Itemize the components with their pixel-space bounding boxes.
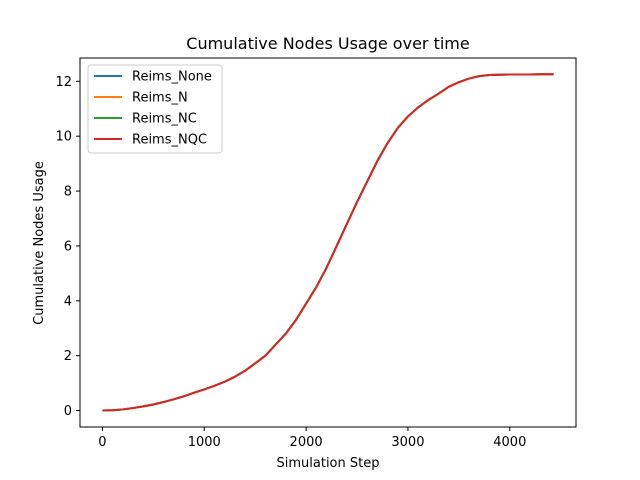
series-line-reims-nqc (102, 73, 554, 412)
x-tick-label: 4000 (493, 435, 526, 450)
series-lines (102, 73, 554, 412)
y-tick-label: 4 (64, 294, 72, 309)
x-tick-label: 1000 (188, 435, 221, 450)
y-tick-label: 0 (64, 404, 72, 419)
legend-label: Reims_NC (132, 112, 197, 127)
x-tick-label: 2000 (290, 435, 323, 450)
x-tick-label: 3000 (391, 435, 424, 450)
chart-title: Cumulative Nodes Usage over time (186, 34, 469, 53)
y-tick-label: 2 (64, 349, 72, 364)
y-axis-label: Cumulative Nodes Usage (32, 161, 47, 325)
legend-label: Reims_N (132, 91, 188, 106)
x-axis-ticks: 0 1000 2000 3000 4000 (98, 427, 526, 450)
y-tick-label: 12 (55, 75, 72, 90)
y-tick-label: 10 (55, 130, 72, 145)
plot-frame (79, 57, 577, 428)
x-tick-label: 0 (98, 435, 106, 450)
y-tick-label: 8 (64, 185, 72, 200)
legend-label: Reims_None (132, 70, 212, 85)
y-axis-ticks: 0 2 4 6 8 10 12 (55, 75, 80, 419)
legend-box (87, 64, 223, 154)
x-axis-label: Simulation Step (277, 456, 380, 471)
y-tick-label: 6 (64, 239, 72, 254)
legend-label: Reims_NQC (132, 133, 207, 148)
legend: Reims_None Reims_N Reims_NC Reims_NQC (87, 64, 223, 154)
